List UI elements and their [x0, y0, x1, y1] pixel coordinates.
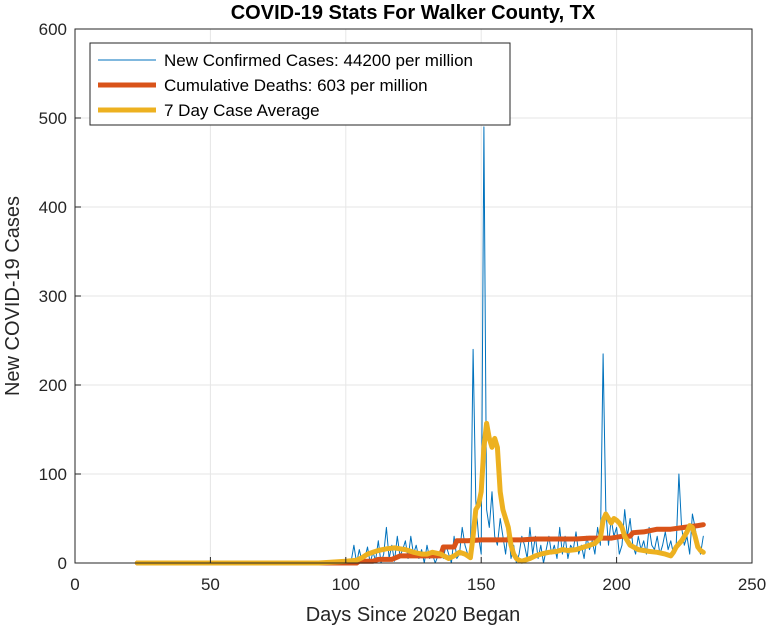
series-group: [134, 126, 706, 566]
legend-label-new_cases: New Confirmed Cases: 44200 per million: [164, 51, 473, 70]
y-tick-label: 600: [39, 20, 67, 39]
y-tick-label: 400: [39, 198, 67, 217]
y-tick-label: 200: [39, 376, 67, 395]
y-tick-label: 100: [39, 465, 67, 484]
x-axis-label: Days Since 2020 Began: [306, 604, 521, 626]
legend: New Confirmed Cases: 44200 per million Cu…: [89, 42, 511, 126]
x-tick-label: 150: [467, 575, 495, 594]
legend-box: [89, 42, 511, 126]
chart-title: COVID-19 Stats For Walker County, TX: [231, 2, 596, 24]
axes: 0 50 100 150 200 250 0 100 200 300 400 500 600: [39, 20, 767, 594]
x-tick-label: 0: [70, 575, 79, 594]
series-line-average: [134, 420, 706, 566]
series-line-deaths: [134, 522, 706, 566]
legend-label-average: 7 Day Case Average: [164, 101, 320, 120]
y-axis-label: New COVID-19 Cases: [2, 196, 24, 396]
legend-label-deaths: Cumulative Deaths: 603 per million: [164, 76, 428, 95]
y-tick-label: 500: [39, 109, 67, 128]
x-tick-label: 50: [201, 575, 220, 594]
x-tick-label: 200: [602, 575, 630, 594]
x-tick-label: 250: [738, 575, 766, 594]
y-tick-label: 300: [39, 287, 67, 306]
axes-box: [74, 28, 753, 564]
x-tick-label: 100: [332, 575, 360, 594]
y-tick-label: 0: [58, 554, 67, 573]
